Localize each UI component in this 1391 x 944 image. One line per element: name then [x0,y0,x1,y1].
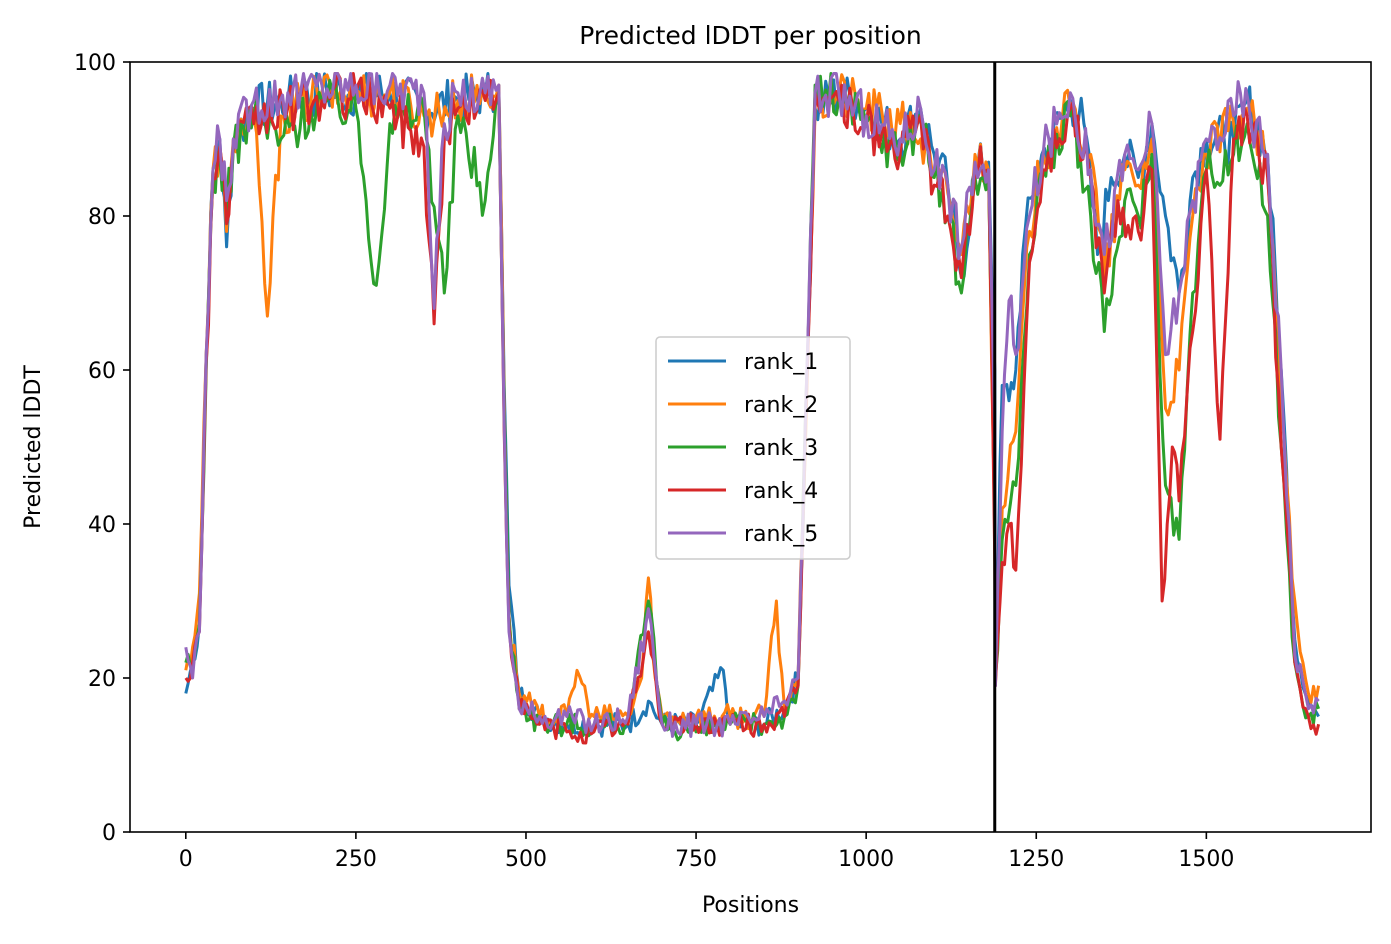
y-tick-label: 60 [88,359,116,384]
y-axis-ticks: 0 20 40 60 80 100 [74,51,130,846]
legend: rank_1 rank_2 rank_3 rank_4 rank_5 [655,336,851,560]
y-tick-label: 40 [88,513,116,538]
y-axis-label: Predicted lDDT [21,365,46,529]
x-tick-label: 0 [179,847,193,872]
legend-label-rank_5: rank_5 [744,522,818,547]
series-layer [184,72,1321,745]
x-tick-label: 250 [335,847,377,872]
legend-label-rank_1: rank_1 [744,350,818,375]
legend-label-rank_3: rank_3 [744,436,818,461]
y-tick-label: 100 [74,51,116,76]
x-tick-label: 1000 [838,847,894,872]
legend-items: rank_1 rank_2 rank_3 rank_4 rank_5 [668,350,818,547]
series-line-rank_5 [184,72,1320,738]
x-axis-label: Positions [702,893,799,918]
y-tick-label: 80 [88,205,116,230]
y-tick-label: 0 [102,821,116,846]
chart-title: Predicted lDDT per position [579,21,921,50]
x-tick-label: 1250 [1008,847,1064,872]
x-tick-label: 500 [505,847,547,872]
x-tick-label: 1500 [1178,847,1234,872]
plot-frame [129,61,1372,833]
legend-label-rank_2: rank_2 [744,393,818,418]
legend-box [655,336,851,560]
x-tick-label: 750 [675,847,717,872]
legend-label-rank_4: rank_4 [744,479,818,504]
x-axis-ticks: 0 250 500 750 1000 1250 1500 [179,832,1234,872]
y-tick-label: 20 [88,667,116,692]
